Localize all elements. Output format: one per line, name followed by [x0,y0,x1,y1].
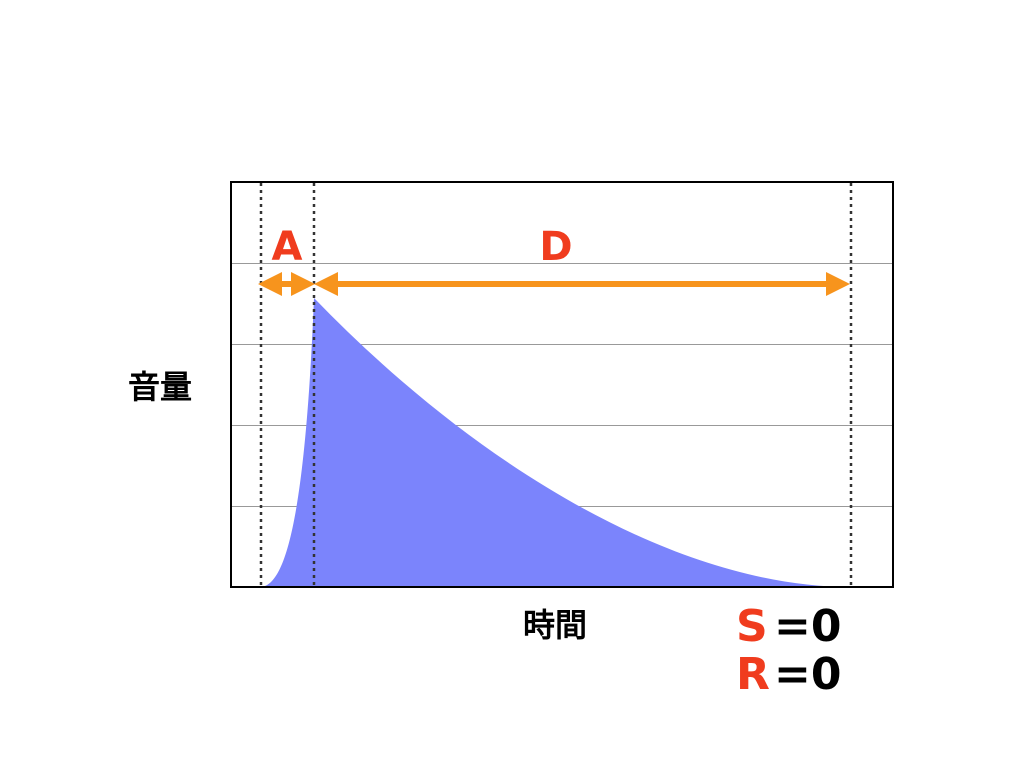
release-value: =0 [774,649,841,700]
phase-dividers [259,183,853,587]
x-axis-label: 時間 [523,606,587,644]
sustain-label: S [736,601,768,652]
sustain-value: =0 [774,601,841,652]
release-label: R [736,649,770,700]
attack-label: A [272,224,303,270]
y-axis-label: 音量 [128,368,192,406]
envelope-curve [261,298,851,587]
frame [230,181,894,588]
decay-label: D [539,224,572,270]
